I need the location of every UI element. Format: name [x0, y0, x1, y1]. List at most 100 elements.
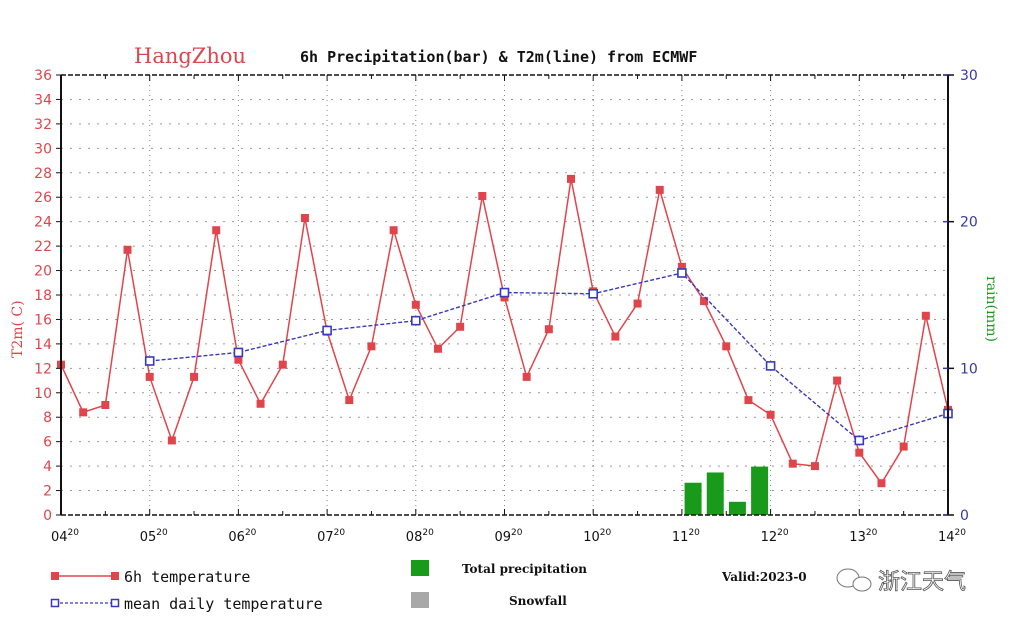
- x-tick-label: 1320: [849, 528, 877, 545]
- y-axis-right-label: rain(mm): [983, 276, 999, 342]
- temperature-6h-point: [167, 436, 176, 445]
- mean-daily-temperature-point: [144, 356, 155, 366]
- x-tick-hour: 20: [156, 528, 168, 538]
- x-tick-hour: 20: [511, 528, 523, 538]
- temperature-6h-point: [655, 185, 664, 194]
- x-tick-day: 05: [140, 530, 157, 545]
- y-tick-label-left: 0: [43, 508, 52, 524]
- x-tick-hour: 20: [600, 528, 612, 538]
- legend-marker-mean-daily: [110, 598, 120, 608]
- y-tick-label-left: 16: [34, 312, 52, 328]
- temperature-6h-point: [544, 325, 553, 334]
- x-tick-day: 13: [849, 530, 866, 545]
- temperature-6h-point: [810, 462, 819, 471]
- x-tick-hour: 20: [334, 528, 346, 538]
- x-tick-hour: 20: [422, 528, 434, 538]
- valid-time-annotation: Valid:2023-0: [721, 570, 807, 584]
- x-tick-label: 1220: [761, 528, 789, 545]
- legend-swatch-total-precipitation: [411, 560, 429, 576]
- temperature-6h-point: [700, 297, 709, 306]
- x-tick-hour: 20: [955, 528, 967, 538]
- temperature-6h-point: [212, 226, 221, 235]
- x-axis-ticks: 0420 0520 0620 0720 0820 0920 1020 1120 1220 1320…: [51, 75, 966, 545]
- mean-daily-temperature-point: [410, 315, 421, 326]
- mean-daily-temperature-point: [677, 268, 687, 278]
- chart-title: 6h Precipitation(bar) & T2m(line) from E…: [300, 48, 697, 66]
- chart-title-city: HangZhou: [134, 44, 246, 68]
- x-tick-day: 12: [761, 530, 778, 545]
- y-tick-label-left: 14: [34, 337, 52, 353]
- temperature-lines: [57, 174, 953, 488]
- y-tick-label-right: 30: [960, 68, 978, 84]
- temperature-6h-line: [60, 178, 949, 485]
- legend-item-snowfall: Snowfall: [411, 592, 567, 608]
- legend-label-mean-daily-temperature: mean daily temperature: [124, 595, 323, 613]
- mean-daily-temperature-point: [499, 287, 510, 298]
- temperature-6h-point: [79, 408, 88, 417]
- wechat-logo-icon-small: [852, 576, 872, 592]
- y-axis-left-label: T2m( C): [10, 300, 26, 358]
- y-tick-label-left: 34: [34, 92, 52, 108]
- x-tick-label: 1120: [672, 528, 700, 545]
- y-tick-label-left: 26: [34, 190, 52, 206]
- legend-item-6h-temperature: 6h temperature: [51, 568, 250, 586]
- y-tick-label-left: 10: [34, 386, 52, 402]
- y-axis-right-ticks: 0 10 20 30: [943, 68, 978, 524]
- x-tick-hour: 20: [68, 528, 80, 538]
- y-tick-label-left: 30: [34, 141, 52, 157]
- legend-marker-6h-temperature: [111, 572, 119, 580]
- x-tick-label: 0920: [495, 528, 523, 545]
- temperature-6h-point: [300, 214, 309, 222]
- temperature-6h-point: [522, 372, 531, 381]
- temperature-6h-point: [722, 342, 731, 351]
- x-tick-label: 0620: [228, 528, 256, 545]
- y-tick-label-left: 36: [34, 68, 52, 84]
- watermark: 浙江天气: [836, 568, 966, 595]
- temperature-6h-point: [145, 372, 154, 381]
- y-tick-label-left: 32: [34, 117, 52, 133]
- temperature-6h-point: [766, 410, 775, 419]
- x-tick-label: 0720: [317, 528, 345, 545]
- y-tick-label-left: 18: [34, 288, 52, 304]
- temperature-6h-point: [456, 322, 465, 331]
- temperature-6h-point: [677, 262, 686, 271]
- y-tick-label-left: 28: [34, 166, 52, 182]
- grid: [61, 75, 948, 515]
- legend-swatch-snowfall: [411, 592, 429, 608]
- x-tick-label: 1020: [583, 528, 611, 545]
- legend-marker-mean-daily: [50, 598, 60, 608]
- x-tick-hour: 20: [245, 528, 257, 538]
- mean-daily-temperature-point: [233, 347, 244, 358]
- temperature-6h-point: [367, 342, 376, 351]
- precipitation-bar: [706, 472, 724, 515]
- x-tick-day: 07: [317, 530, 334, 545]
- x-tick-day: 11: [672, 530, 689, 545]
- temperature-6h-point: [190, 372, 199, 381]
- legend-item-total-precipitation: Total precipitation: [411, 560, 587, 576]
- x-tick-day: 04: [51, 530, 68, 545]
- y-tick-label-left: 20: [34, 264, 52, 280]
- temperature-6h-point: [234, 355, 243, 364]
- temperature-6h-point: [411, 300, 420, 309]
- y-tick-label-right: 20: [960, 215, 978, 231]
- x-tick-day: 06: [228, 530, 245, 545]
- x-tick-hour: 20: [688, 528, 700, 538]
- precipitation-bars: [684, 466, 769, 515]
- y-tick-label-left: 2: [43, 484, 52, 500]
- legend-marker-6h-temperature: [51, 572, 59, 580]
- temperature-6h-point: [478, 192, 487, 200]
- legend-label-snowfall: Snowfall: [509, 594, 567, 608]
- temperature-6h-point: [345, 396, 354, 405]
- watermark-text: 浙江天气: [878, 570, 966, 595]
- temperature-6h-point: [433, 344, 442, 353]
- x-tick-hour: 20: [866, 528, 878, 538]
- legend-item-mean-daily-temperature: mean daily temperature: [50, 595, 323, 613]
- x-tick-label: 0420: [51, 528, 79, 545]
- legend: 6h temperature mean daily temperature To…: [50, 560, 587, 613]
- x-tick-day: 10: [583, 530, 600, 545]
- temperature-6h-point: [101, 401, 110, 409]
- temperature-6h-point: [256, 399, 265, 408]
- temperature-6h-point: [833, 376, 842, 385]
